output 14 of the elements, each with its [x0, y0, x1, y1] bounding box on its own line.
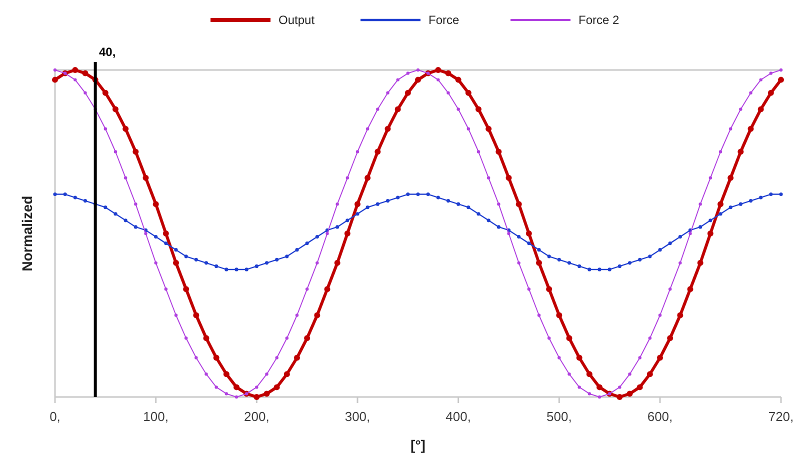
x-tick-label: 300, [344, 409, 370, 424]
x-axis-title: [°] [410, 437, 426, 453]
x-tick-label: 720, [768, 409, 794, 424]
x-tick-label: 500, [546, 409, 572, 424]
x-tick-label: 600, [647, 409, 673, 424]
x-tick-label: 200, [244, 409, 270, 424]
legend-label: Force 2 [578, 13, 620, 27]
ref-line-label: 40, [98, 45, 116, 59]
x-tick-label: 0, [50, 409, 60, 424]
y-axis-title: Normalized [19, 196, 35, 272]
legend-label: Force [428, 13, 460, 27]
x-tick-label: 100, [143, 409, 168, 424]
x-tick-label: 400, [446, 409, 471, 424]
legend-label: Output [278, 13, 316, 27]
